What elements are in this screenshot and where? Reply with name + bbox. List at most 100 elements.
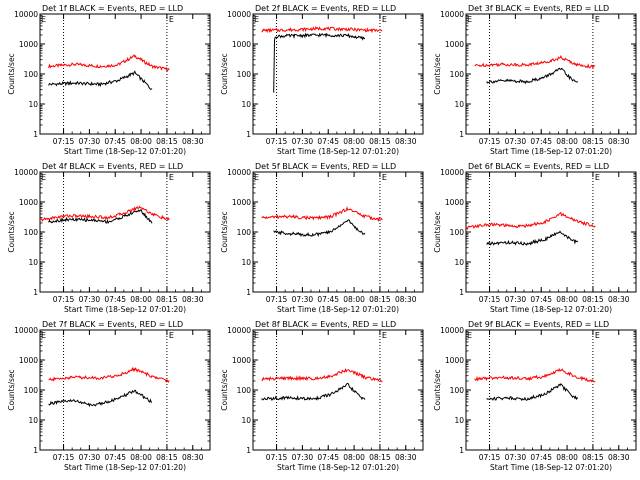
x-axis-label: Start Time (18-Sep-12 07:01:20) — [64, 147, 186, 156]
x-tick-label: 08:15 — [582, 453, 604, 462]
marker-label: E — [595, 15, 600, 24]
x-axis-label: Start Time (18-Sep-12 07:01:20) — [490, 305, 612, 314]
series-black-line — [486, 67, 579, 85]
chart-title: Det 1f BLACK = Events, RED = LLD — [42, 4, 183, 13]
marker-label: E — [169, 331, 174, 340]
y-axis-label: Counts/sec — [7, 53, 16, 94]
y-axis-label: Counts/sec — [433, 53, 442, 94]
series-black-line — [486, 230, 579, 246]
series-black-line — [486, 383, 579, 402]
x-tick-label: 08:00 — [343, 295, 365, 304]
y-tick-label: 10 — [241, 416, 251, 425]
marker-label: E — [382, 173, 387, 182]
x-tick-label: 07:30 — [505, 295, 527, 304]
x-tick-label: 07:45 — [530, 295, 552, 304]
x-tick-label: 08:00 — [556, 453, 578, 462]
y-tick-label: 10000 — [14, 326, 38, 335]
marker-label: E — [254, 15, 259, 24]
chart-panel-8: Det 8f BLACK = Events, RED = LLD 1 10 100 10… — [220, 320, 424, 472]
x-tick-label: 07:45 — [530, 453, 552, 462]
x-tick-label: 07:45 — [104, 453, 126, 462]
y-tick-label: 1 — [246, 288, 251, 297]
plot-frame — [39, 13, 211, 135]
marker-label: E — [595, 173, 600, 182]
series-black-line — [273, 219, 366, 238]
marker-label: E — [254, 331, 259, 340]
y-tick-label: 10 — [241, 258, 251, 267]
y-axis-label: Counts/sec — [7, 369, 16, 410]
y-axis-label: Counts/sec — [7, 211, 16, 252]
y-tick-label: 1 — [246, 446, 251, 455]
series-black-line — [261, 382, 366, 401]
y-tick-label: 1000 — [232, 40, 251, 49]
x-tick-label: 07:30 — [79, 295, 101, 304]
y-tick-label: 10000 — [440, 10, 464, 19]
y-axis-label: Counts/sec — [433, 211, 442, 252]
y-tick-label: 10 — [28, 258, 38, 267]
y-axis-label: Counts/sec — [220, 369, 229, 410]
marker-label: E — [467, 331, 472, 340]
x-axis-label: Start Time (18-Sep-12 07:01:20) — [64, 463, 186, 472]
x-tick-label: 07:15 — [266, 137, 288, 146]
x-tick-label: 07:45 — [104, 137, 126, 146]
x-tick-label: 08:30 — [182, 453, 204, 462]
x-tick-label: 07:15 — [53, 453, 75, 462]
plot-frame — [39, 171, 211, 293]
x-tick-label: 08:30 — [395, 295, 417, 304]
y-tick-label: 10 — [454, 258, 464, 267]
x-tick-label: 07:15 — [479, 295, 501, 304]
y-tick-label: 10 — [454, 100, 464, 109]
x-axis-label: Start Time (18-Sep-12 07:01:20) — [64, 305, 186, 314]
x-tick-label: 08:15 — [156, 137, 178, 146]
series-red-line — [261, 26, 383, 34]
y-axis-label: Counts/sec — [220, 211, 229, 252]
x-tick-label: 08:30 — [608, 137, 630, 146]
x-axis-label: Start Time (18-Sep-12 07:01:20) — [490, 147, 612, 156]
y-tick-label: 100 — [237, 386, 252, 395]
chart-title: Det 7f BLACK = Events, RED = LLD — [42, 320, 183, 329]
y-tick-label: 1000 — [19, 40, 38, 49]
y-tick-label: 10000 — [227, 10, 251, 19]
chart-panel-6: Det 6f BLACK = Events, RED = LLD 1 10 100 10… — [433, 162, 637, 314]
x-tick-label: 07:30 — [292, 453, 314, 462]
x-tick-label: 08:30 — [608, 295, 630, 304]
series-black-line — [48, 208, 153, 225]
x-tick-label: 08:00 — [130, 453, 152, 462]
x-tick-label: 08:00 — [130, 295, 152, 304]
x-tick-label: 08:15 — [156, 295, 178, 304]
x-tick-label: 07:45 — [317, 295, 339, 304]
x-tick-label: 07:30 — [505, 137, 527, 146]
series-red-line — [48, 54, 170, 72]
chart-title: Det 2f BLACK = Events, RED = LLD — [255, 4, 396, 13]
x-axis-label: Start Time (18-Sep-12 07:01:20) — [277, 147, 399, 156]
marker-label: E — [595, 331, 600, 340]
y-tick-label: 100 — [24, 228, 39, 237]
x-tick-label: 08:00 — [343, 137, 365, 146]
x-tick-label: 07:45 — [317, 453, 339, 462]
x-tick-label: 08:30 — [182, 137, 204, 146]
y-tick-label: 1000 — [19, 356, 38, 365]
y-tick-label: 10000 — [227, 326, 251, 335]
y-tick-label: 100 — [24, 386, 39, 395]
series-red-line — [465, 211, 596, 231]
x-tick-label: 08:30 — [395, 453, 417, 462]
y-tick-label: 1 — [459, 288, 464, 297]
series-black-line — [273, 32, 366, 93]
marker-label: E — [41, 331, 46, 340]
y-tick-label: 10000 — [440, 168, 464, 177]
x-tick-label: 07:30 — [505, 453, 527, 462]
y-tick-label: 10000 — [227, 168, 251, 177]
marker-label: E — [41, 173, 46, 182]
series-black-line — [48, 389, 153, 408]
y-tick-label: 10000 — [14, 10, 38, 19]
series-red-line — [474, 55, 596, 70]
plot-frame — [465, 171, 637, 293]
chart-title: Det 5f BLACK = Events, RED = LLD — [255, 162, 396, 171]
y-tick-label: 10 — [241, 100, 251, 109]
x-axis-label: Start Time (18-Sep-12 07:01:20) — [277, 463, 399, 472]
x-tick-label: 08:00 — [556, 137, 578, 146]
x-tick-label: 07:45 — [530, 137, 552, 146]
y-tick-label: 1 — [459, 130, 464, 139]
x-tick-label: 07:15 — [479, 137, 501, 146]
chart-panel-5: Det 5f BLACK = Events, RED = LLD 1 10 100 10… — [220, 162, 424, 314]
